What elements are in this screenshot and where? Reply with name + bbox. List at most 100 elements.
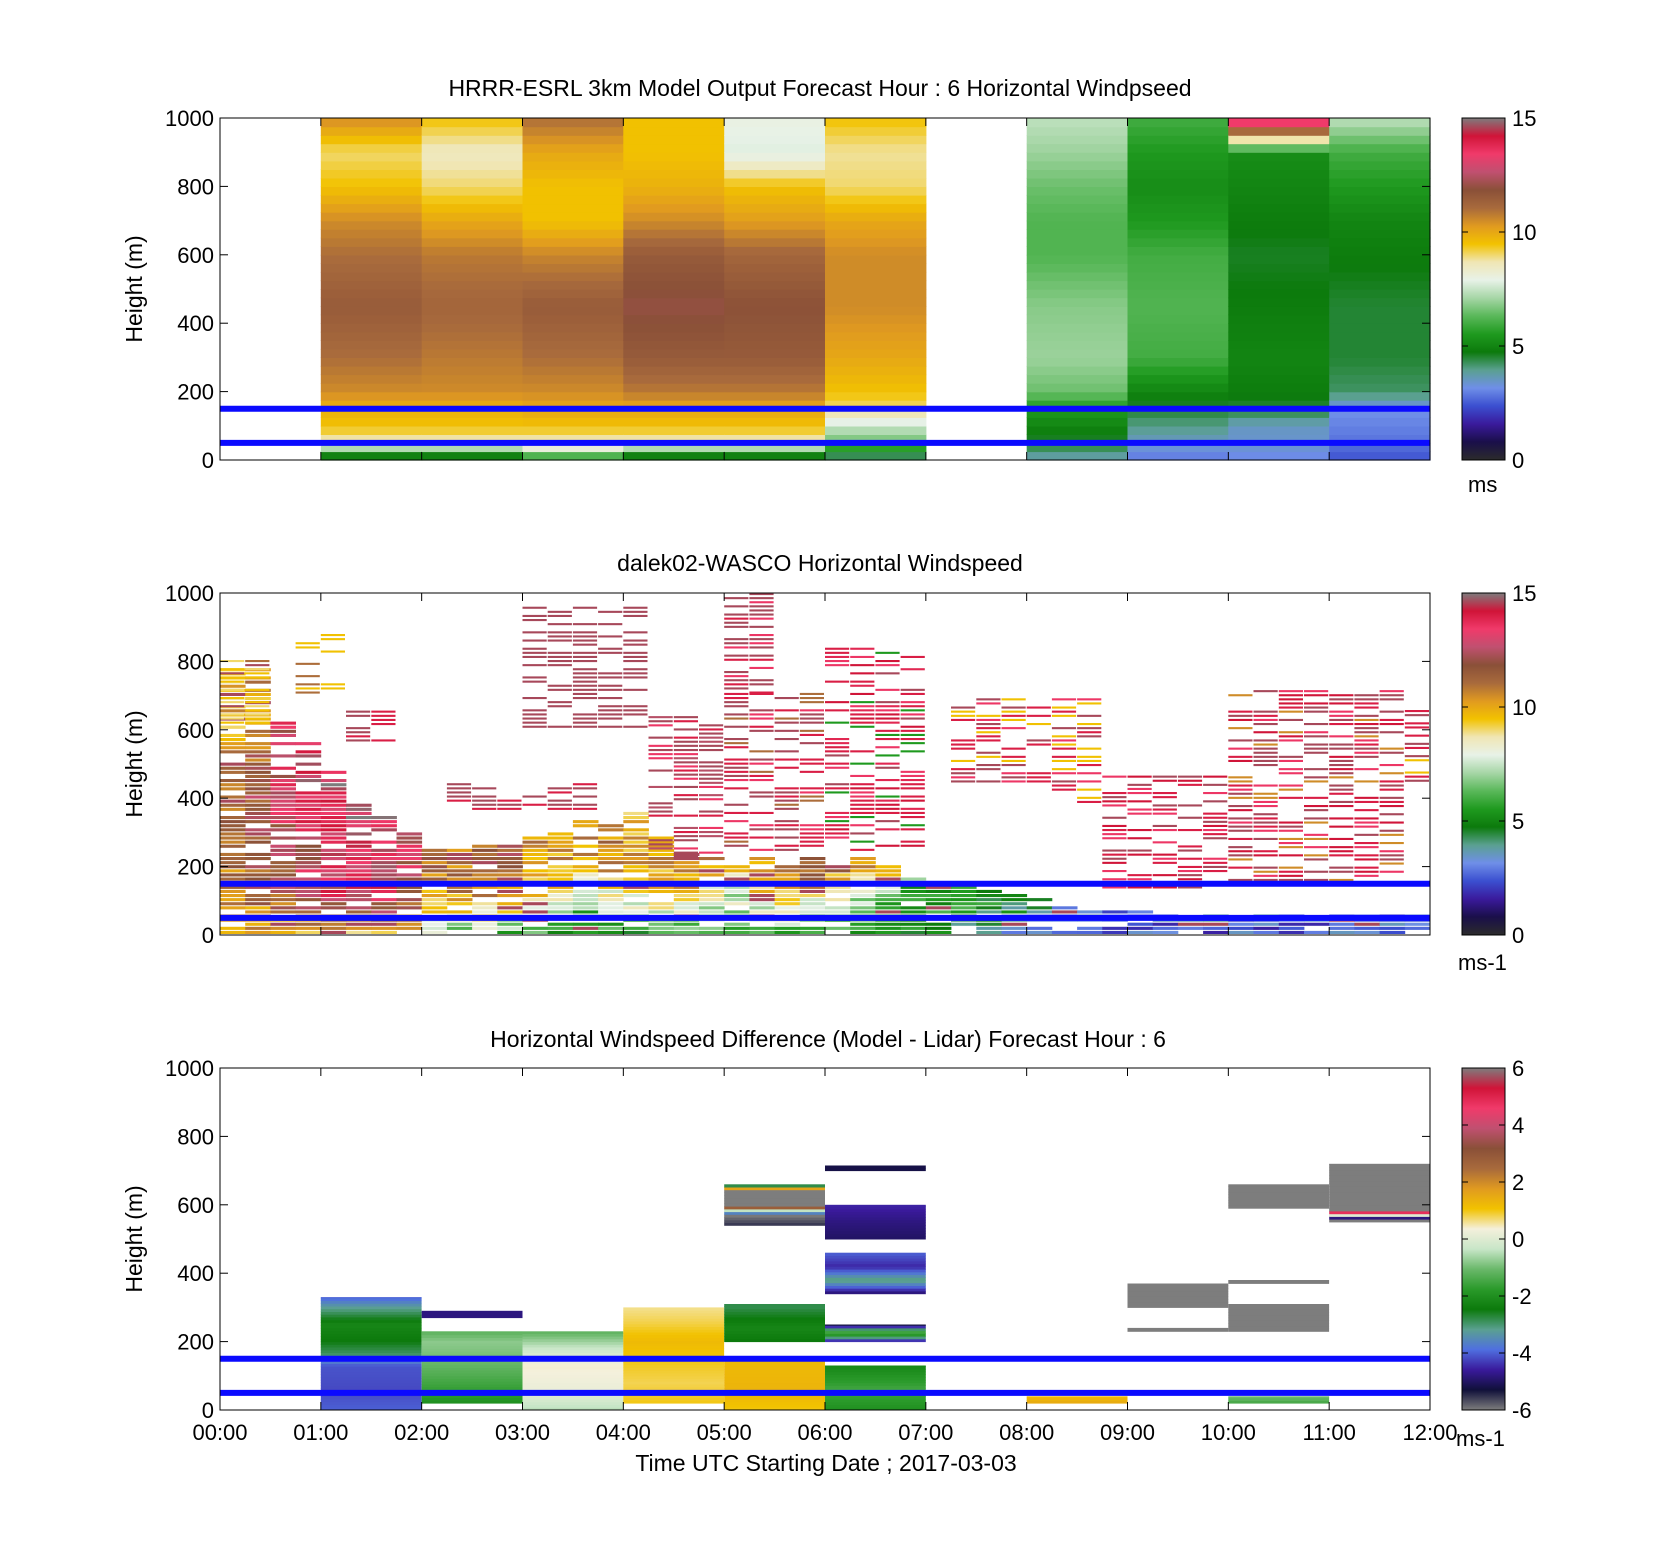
lidar-cell: [1203, 870, 1228, 873]
lidar-cell: [270, 779, 296, 783]
y-tick-label: 200: [177, 380, 214, 405]
lidar-cell: [522, 614, 547, 617]
lidar-cell: [648, 889, 675, 893]
lidar-cell: [1127, 853, 1152, 856]
difference-cell: [1127, 1288, 1229, 1292]
lidar-cell: [1354, 825, 1379, 828]
model-cell: [522, 314, 624, 324]
lidar-cell: [522, 676, 547, 679]
difference-cell: [724, 1407, 825, 1411]
lidar-cell: [497, 930, 523, 934]
lidar-cell: [1379, 829, 1404, 832]
lidar-cell: [825, 910, 851, 914]
lidar-cell: [497, 799, 522, 802]
lidar-cell: [673, 794, 698, 797]
lidar-cell: [951, 772, 976, 775]
lidar-cell: [875, 713, 900, 716]
lidar-cell: [598, 705, 623, 708]
lidar-cell: [598, 824, 624, 828]
lidar-cell: [295, 691, 320, 694]
lidar-cell: [547, 832, 574, 836]
lidar-cell: [446, 857, 473, 861]
difference-cell: [320, 1360, 422, 1364]
lidar-cell: [245, 836, 271, 840]
lidar-cell: [220, 713, 245, 716]
lidar-cell: [446, 902, 473, 906]
model-cell: [320, 434, 423, 444]
lidar-cell: [951, 906, 977, 910]
lidar-cell: [1001, 759, 1026, 762]
lidar-cell: [724, 725, 749, 728]
lidar-cell: [598, 861, 624, 865]
lidar-cell: [900, 799, 925, 802]
lidar-cell: [1051, 727, 1077, 730]
lidar-cell: [825, 647, 850, 650]
difference-cell: [1228, 1186, 1330, 1190]
difference-cell: [623, 1375, 725, 1379]
lidar-cell: [825, 766, 850, 769]
lidar-cell: [825, 660, 850, 663]
difference-cell: [825, 1260, 926, 1265]
lidar-cell: [295, 848, 322, 852]
difference-cell: [825, 1228, 926, 1232]
model-cell: [825, 417, 927, 427]
difference-cell: [522, 1336, 624, 1340]
lidar-cell: [346, 840, 372, 844]
difference-cell: [724, 1311, 825, 1315]
lidar-cell: [1354, 922, 1380, 926]
model-cell: [1228, 331, 1330, 341]
lidar-cell: [220, 721, 245, 724]
lidar-cell: [1001, 755, 1026, 758]
lidar-cell: [497, 873, 523, 877]
model-cell: [1329, 118, 1431, 128]
lidar-cell: [623, 688, 648, 691]
lidar-cell: [799, 910, 826, 914]
difference-cell: [1228, 1197, 1330, 1201]
lidar-cell: [799, 885, 826, 889]
difference-cell: [1329, 1191, 1430, 1195]
lidar-cell: [799, 906, 826, 910]
lidar-cell: [749, 828, 774, 831]
lidar-cell: [1152, 804, 1177, 807]
model-cell: [320, 374, 423, 384]
lidar-cell: [623, 614, 648, 617]
lidar-cell: [1278, 694, 1303, 697]
lidar-cell: [623, 848, 649, 852]
model-cell: [724, 126, 826, 136]
lidar-cell: [1001, 698, 1026, 701]
model-cell: [421, 391, 524, 401]
model-cell: [1228, 348, 1330, 358]
lidar-cell: [1077, 796, 1102, 799]
lidar-cell: [497, 857, 523, 861]
lidar-cell: [976, 735, 1001, 738]
lidar-cell: [925, 889, 952, 893]
model-cell: [825, 357, 927, 367]
lidar-cell: [1304, 723, 1329, 726]
lidar-cell: [220, 779, 246, 783]
difference-cell: [724, 1195, 825, 1199]
difference-cell: [825, 1236, 926, 1240]
lidar-cell: [1278, 922, 1305, 926]
lidar-cell: [220, 877, 246, 881]
lidar-cell: [1404, 775, 1429, 778]
lidar-cell: [598, 840, 624, 844]
difference-cell: [320, 1300, 422, 1304]
lidar-cell: [446, 865, 473, 869]
lidar-cell: [875, 721, 900, 724]
lidar-cell: [648, 902, 675, 906]
lidar-cell: [220, 770, 246, 774]
lidar-cell: [245, 828, 271, 832]
model-cell: [1026, 220, 1129, 230]
lidar-cell: [1203, 820, 1228, 823]
lidar-cell: [825, 701, 850, 704]
model-cell: [1026, 263, 1129, 273]
difference-cell: [623, 1386, 725, 1390]
lidar-cell: [220, 930, 246, 934]
lidar-cell: [1026, 776, 1051, 779]
model-cell: [421, 186, 524, 196]
lidar-cell: [598, 852, 624, 856]
lidar-cell: [623, 660, 648, 663]
difference-cell: [421, 1386, 523, 1390]
lidar-cell: [850, 902, 876, 906]
lidar-cell: [1228, 759, 1253, 762]
